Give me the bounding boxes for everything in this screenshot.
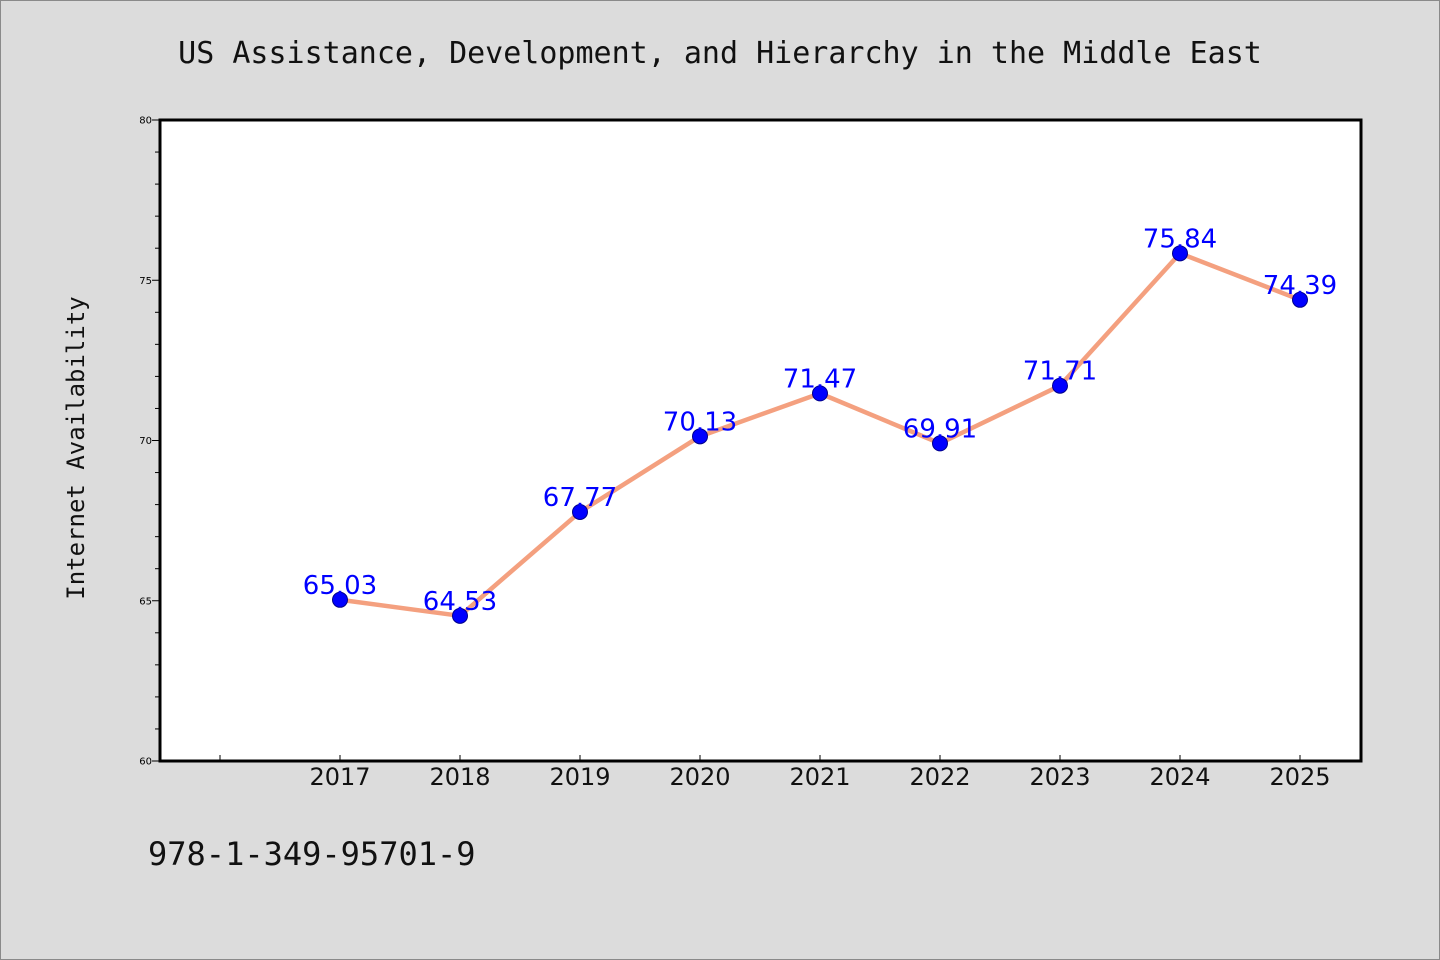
data-point [692, 428, 708, 445]
data-label: 74.39 [1263, 271, 1337, 301]
y-tick-label: 75 [139, 276, 152, 287]
x-tick-label: 2017 [309, 763, 370, 791]
chart-title: US Assistance, Development, and Hierarch… [178, 36, 1262, 71]
data-point [932, 435, 948, 452]
x-tick-label: 2022 [909, 763, 970, 791]
data-label: 69.91 [903, 414, 977, 444]
y-tick-label: 70 [139, 436, 152, 447]
x-tick-label: 2020 [669, 763, 730, 791]
data-label: 71.47 [783, 364, 857, 394]
data-label: 65.03 [303, 571, 377, 601]
plot-area [158, 118, 1363, 763]
x-axis: 2017 2018 2019 2020 2021 2022 2023 2024 2025 [219, 755, 1331, 791]
data-point [572, 503, 588, 520]
data-label: 71.71 [1023, 357, 1097, 387]
x-tick-label: 2024 [1149, 763, 1210, 791]
data-point [332, 591, 348, 608]
data-label: 70.13 [663, 407, 737, 437]
x-tick-label: 2021 [789, 763, 850, 791]
y-axis: 60 65 70 75 80 [139, 116, 160, 768]
data-point [1172, 245, 1188, 262]
y-tick-label: 60 [139, 757, 152, 768]
data-point [1052, 377, 1068, 394]
y-tick-label: 65 [139, 596, 152, 607]
isbn-text: 978-1-349-95701-9 [148, 835, 476, 873]
data-label: 64.53 [423, 587, 497, 617]
x-tick-label: 2025 [1269, 763, 1330, 791]
y-tick-label: 80 [139, 116, 152, 127]
x-tick-label: 2023 [1029, 763, 1090, 791]
data-label: 67.77 [543, 483, 617, 513]
data-point [812, 385, 828, 402]
data-point [452, 607, 468, 624]
data-labels: 65.03 64.53 67.77 70.13 71.47 69.91 71.71 75.84… [303, 224, 1337, 616]
data-label: 75.84 [1143, 224, 1217, 254]
x-tick-label: 2018 [429, 763, 490, 791]
x-tick-label: 2019 [549, 763, 610, 791]
y-axis-label: Internet Availability [62, 296, 90, 599]
data-point [1292, 291, 1308, 308]
data-points [332, 245, 1308, 624]
